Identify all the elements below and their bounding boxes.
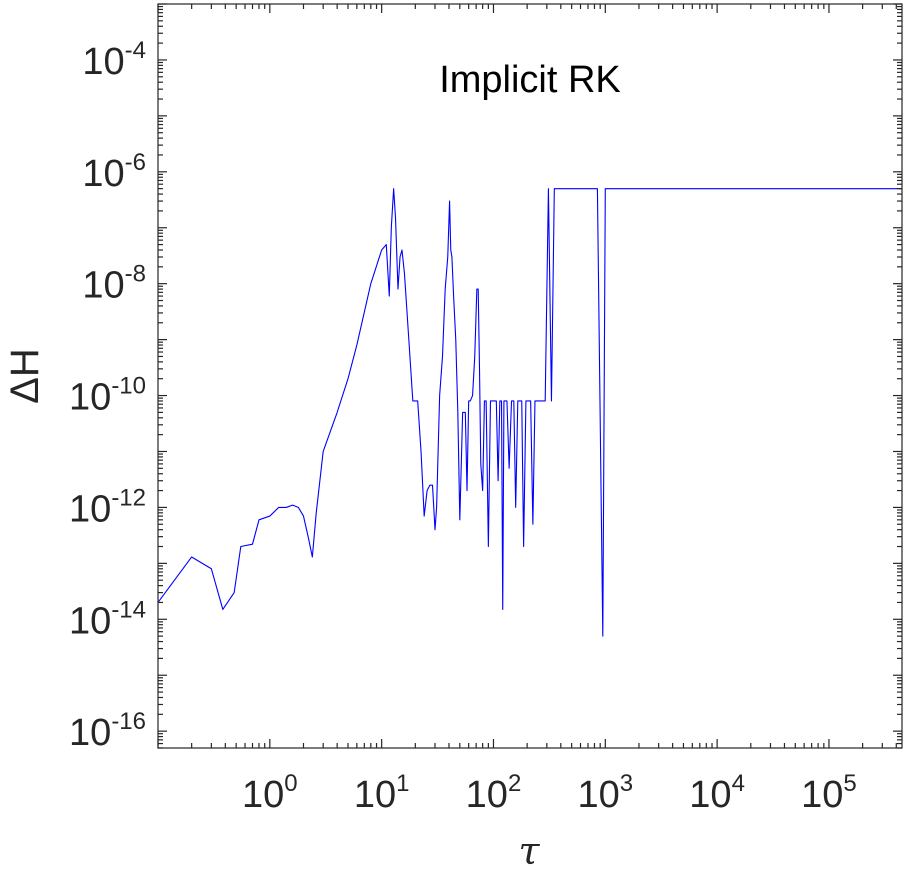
y-axis-title: ΔH <box>3 348 47 404</box>
y-tick-label: 10-8 <box>82 261 146 307</box>
y-tick-label: 10-16 <box>69 708 146 754</box>
x-tick-label: 101 <box>354 770 410 816</box>
chart-annotation: Implicit RK <box>439 59 621 101</box>
x-tick-label: 104 <box>689 770 745 816</box>
plot-frame <box>157 3 903 749</box>
y-tick-label: 10-10 <box>69 373 146 419</box>
y-tick-label: 10-6 <box>82 149 146 195</box>
plot-background <box>158 4 902 748</box>
series-line-0 <box>157 188 902 637</box>
x-tick-label: 103 <box>577 770 633 816</box>
x-tick-label: 102 <box>466 770 522 816</box>
x-axis-title: τ <box>518 829 540 873</box>
y-tick-label: 10-12 <box>69 484 146 530</box>
axes-layer: 100 101 102 103 104 105 10-16 10-14 10-12 10-10 10… <box>69 3 903 816</box>
x-tick-label: 100 <box>242 770 298 816</box>
y-tick-label: 10-4 <box>82 37 146 83</box>
y-tick-label: 10-14 <box>69 596 146 642</box>
x-tick-label: 105 <box>801 770 857 816</box>
series-layer <box>157 188 902 637</box>
